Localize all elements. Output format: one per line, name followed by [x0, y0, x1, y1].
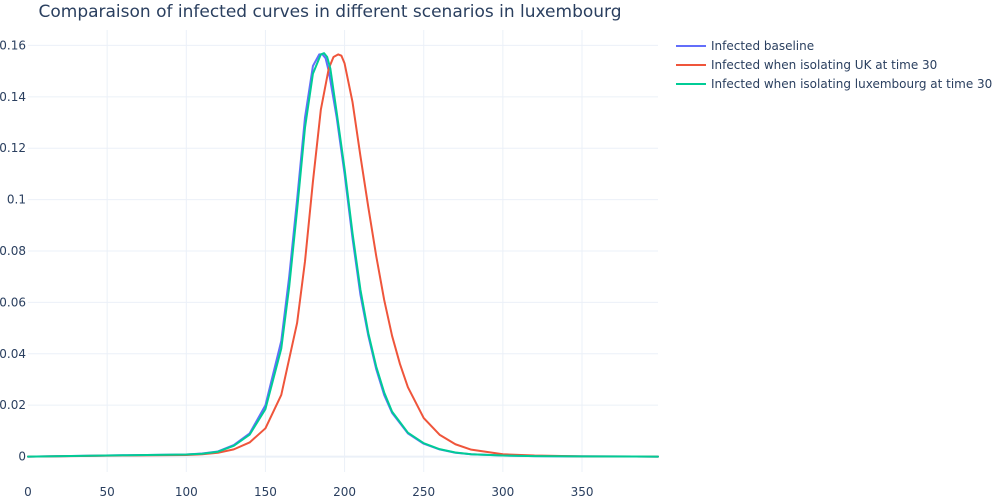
grid-layer — [28, 30, 658, 472]
legend-item[interactable]: Infected when isolating luxembourg at ti… — [676, 74, 992, 93]
x-tick-label: 250 — [412, 485, 435, 499]
series-line-2[interactable] — [27, 53, 659, 458]
y-tick-label: 0.16 — [0, 38, 26, 52]
y-tick-label: 0.04 — [0, 347, 26, 361]
x-tick-label: 200 — [333, 485, 356, 499]
legend-label: Infected when isolating luxembourg at ti… — [711, 76, 993, 91]
legend-item[interactable]: Infected when isolating UK at time 30 — [676, 55, 992, 74]
y-tick-label: 0.14 — [0, 90, 26, 104]
legend-item[interactable]: Infected baseline — [676, 36, 992, 55]
series-line-3[interactable] — [27, 52, 659, 458]
y-tick-label: 0.02 — [0, 398, 26, 412]
x-tick-label: 150 — [254, 485, 277, 499]
legend-label: Infected when isolating UK at time 30 — [711, 57, 938, 72]
legend: Infected baseline Infected when isolating… — [676, 36, 992, 93]
series-line-1[interactable] — [27, 53, 659, 458]
y-tick-label: 0 — [18, 450, 26, 464]
legend-swatch — [676, 63, 706, 66]
legend-swatch — [676, 44, 706, 47]
legend-label: Infected baseline — [711, 38, 815, 53]
y-tick-label: 0.1 — [7, 193, 26, 207]
legend-swatch — [676, 82, 706, 85]
y-tick-label: 0.06 — [0, 295, 26, 309]
y-tick-label: 0.08 — [0, 244, 26, 258]
x-tick-label: 50 — [100, 485, 115, 499]
x-tick-label: 100 — [175, 485, 198, 499]
axis-layer: 0 50 100 150 200 250 300 350 0 0.02 0.04 0.06 0.08 0.… — [0, 38, 593, 499]
series-layer — [27, 52, 659, 458]
chart-title: Comparaison of infected curves in differ… — [38, 2, 622, 22]
x-tick-label: 300 — [491, 485, 514, 499]
x-tick-label: 0 — [24, 485, 32, 499]
x-tick-label: 350 — [571, 485, 594, 499]
y-tick-label: 0.12 — [0, 141, 26, 155]
